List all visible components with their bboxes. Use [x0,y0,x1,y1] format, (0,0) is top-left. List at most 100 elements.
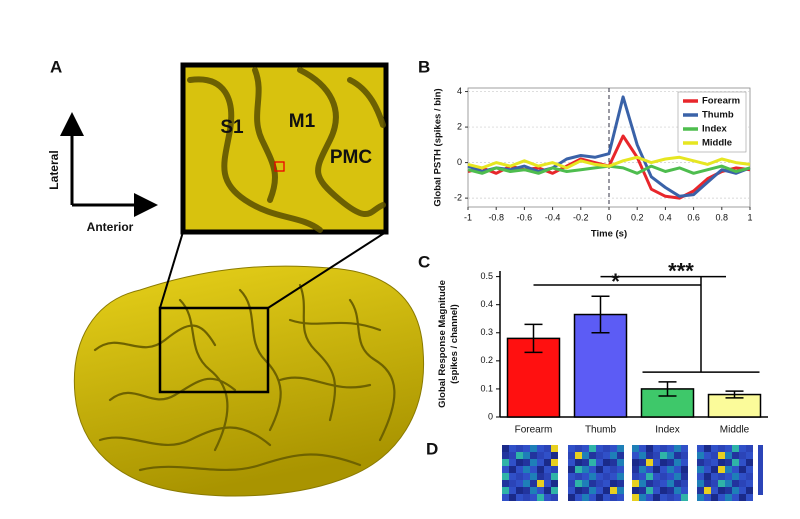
heatmap-cell [582,445,589,452]
heatmap-cell [718,480,725,487]
y-tick-label: 0.2 [480,355,493,365]
heatmap-cell [646,459,653,466]
region-label: S1 [220,117,244,138]
region-label: PMC [330,147,373,168]
heatmap-cell [509,459,516,466]
heatmap-cell [667,494,674,501]
heatmap-cell [575,452,582,459]
heatmap-cell [509,487,516,494]
heatmap-cell [603,480,610,487]
y-tick-label: 0.1 [480,383,493,393]
heatmap-cell [568,466,575,473]
heatmap-cell [523,452,530,459]
heatmap-cell [704,452,711,459]
heatmap-cell [667,487,674,494]
heatmap-cell [516,494,523,501]
y-axis-label: Global Response Magnitude(spikes / chann… [437,280,460,408]
heatmap-cell [509,452,516,459]
heatmap-cell [718,459,725,466]
heatmap-cell [523,494,530,501]
heatmap-cell [502,494,509,501]
y-tick-label: 0.4 [480,299,493,309]
heatmap-cell [610,494,617,501]
heatmap-cell [589,480,596,487]
heatmap-cell [660,480,667,487]
heatmap-cell [711,487,718,494]
heatmap-cell [617,494,624,501]
legend-label: Forearm [702,96,740,107]
significance-bracket [533,275,760,373]
panel-label: A [50,57,62,76]
heatmap-cell [509,473,516,480]
heatmap-cell [537,487,544,494]
heatmap-cell [653,473,660,480]
heatmap-cell [509,466,516,473]
heatmap-cell [725,445,732,452]
heatmap-cell [746,466,753,473]
heatmap-cell [551,487,558,494]
heatmap-cell [704,494,711,501]
heatmap-cell [544,452,551,459]
heatmap-cell [725,473,732,480]
heatmap-cell [530,480,537,487]
heatmap-cell [646,466,653,473]
heatmap-cell [575,473,582,480]
heatmap-cell [674,445,681,452]
heatmap-cell [603,452,610,459]
x-tick-label: 0.4 [659,212,672,222]
heatmap-cell [617,487,624,494]
heatmap-cell [667,445,674,452]
heatmap-cell [632,445,639,452]
heatmap-cell [639,473,646,480]
heatmap-cell [582,480,589,487]
heatmap-cell [523,445,530,452]
heatmap-cell [732,487,739,494]
heatmap-cell [660,452,667,459]
heatmap-cell [582,473,589,480]
heatmap-cell [617,459,624,466]
heatmap-cell [575,459,582,466]
heatmap-cell [746,452,753,459]
heatmap-cell [523,459,530,466]
heatmap-cell [674,494,681,501]
heatmap-cell [660,466,667,473]
heatmap-cell [674,487,681,494]
heatmap-cell [739,473,746,480]
panel-label: D [426,439,438,458]
heatmap-cell [596,445,603,452]
error-bar [524,323,543,354]
heatmap-cell [544,480,551,487]
heatmap-cell [667,459,674,466]
y-tick-label: 0 [488,411,493,421]
heatmap-cell [537,466,544,473]
heatmap-cell [589,466,596,473]
heatmap-cell [718,452,725,459]
heatmap-cell [530,459,537,466]
heatmap-cell [653,466,660,473]
brain-rendering [73,62,425,497]
heatmap-cell [697,487,704,494]
heatmap-cell [589,445,596,452]
x-tick-label: -0.2 [573,212,589,222]
heatmap-cell [596,494,603,501]
heatmap-cell [711,480,718,487]
heatmap-cell [711,473,718,480]
heatmap-cell [632,494,639,501]
orientation-label: Lateral [47,150,61,189]
heatmap-cell [610,445,617,452]
heatmap-cell [582,487,589,494]
y-tick-label: 0.5 [480,271,493,281]
heatmap-cell [674,466,681,473]
y-tick-label: 2 [457,121,462,131]
heatmap-cell [739,487,746,494]
heatmap-cell [732,459,739,466]
heatmap-cell [739,459,746,466]
heatmap-cell [725,452,732,459]
heatmap-cell [711,445,718,452]
x-axis-label: Time (s) [591,229,627,240]
heatmap-cell [596,487,603,494]
heatmap-cell [610,452,617,459]
heatmap-cell [502,487,509,494]
x-tick-label: 0.6 [687,212,700,222]
heatmap-cell [530,445,537,452]
